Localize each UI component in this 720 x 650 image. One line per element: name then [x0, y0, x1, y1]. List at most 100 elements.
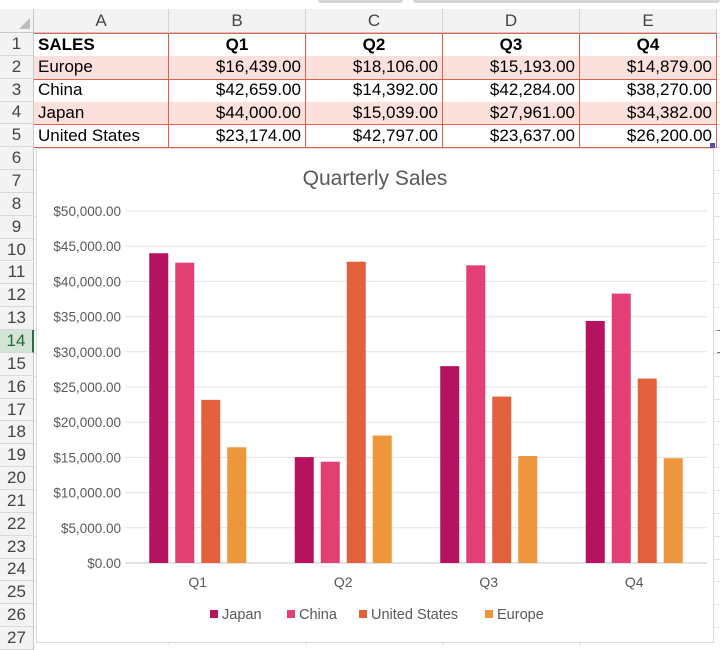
- row-header-3[interactable]: 3: [0, 78, 34, 102]
- chart-title: Quarterly Sales: [303, 167, 448, 190]
- bar-japan-q4[interactable]: [585, 320, 605, 563]
- bar-china-q2[interactable]: [320, 461, 340, 563]
- sales-value-cell[interactable]: $42,284.00: [443, 78, 580, 103]
- y-tick-label: $5,000.00: [61, 521, 121, 536]
- row-header-5[interactable]: 5: [0, 124, 34, 148]
- sales-value-cell[interactable]: $15,039.00: [306, 101, 443, 126]
- chart-edge-marker: [717, 352, 720, 353]
- region-cell[interactable]: Europe: [34, 55, 169, 80]
- sales-value-cell[interactable]: $23,174.00: [169, 124, 306, 149]
- row-header-14[interactable]: 14: [0, 330, 34, 353]
- bar-china-q3[interactable]: [466, 265, 486, 563]
- y-tick-label: $30,000.00: [53, 345, 121, 360]
- row-header-1[interactable]: 1: [0, 33, 34, 56]
- region-cell[interactable]: United States: [34, 124, 169, 149]
- legend-label-united-states: United States: [371, 607, 458, 623]
- legend-label-europe: Europe: [497, 607, 544, 623]
- y-tick-label: $50,000.00: [53, 204, 121, 219]
- bar-europe-q3[interactable]: [518, 456, 538, 563]
- sales-value-cell[interactable]: $38,270.00: [580, 78, 717, 103]
- y-tick-label: $10,000.00: [53, 486, 121, 501]
- row-header-6[interactable]: 6: [0, 147, 34, 171]
- row-header-2[interactable]: 2: [0, 55, 34, 79]
- row-header-25[interactable]: 25: [0, 581, 34, 605]
- column-header-a[interactable]: A: [34, 9, 169, 33]
- select-all-triangle-icon: [19, 18, 30, 29]
- row-header-15[interactable]: 15: [0, 352, 34, 376]
- bar-japan-q1[interactable]: [149, 253, 169, 563]
- row-header-8[interactable]: 8: [0, 192, 34, 216]
- sales-value-cell[interactable]: $44,000.00: [169, 101, 306, 126]
- row-header-22[interactable]: 22: [0, 512, 34, 536]
- window-tab-shadow: [413, 0, 720, 3]
- select-all-corner[interactable]: [0, 9, 34, 33]
- row-header-10[interactable]: 10: [0, 238, 34, 262]
- quarterly-sales-chart[interactable]: Quarterly Sales $0.00 $5,000.00 $10,000.00 $…: [36, 148, 714, 643]
- x-tick-label: Q4: [625, 574, 644, 590]
- bar-united-states-q2[interactable]: [346, 261, 366, 563]
- table-header-cell[interactable]: Q1: [169, 33, 306, 57]
- table-header-cell[interactable]: Q4: [580, 33, 717, 57]
- column-header-c[interactable]: C: [306, 9, 443, 33]
- legend-label-japan: Japan: [222, 607, 262, 623]
- sales-value-cell[interactable]: $34,382.00: [580, 101, 717, 126]
- row-header-16[interactable]: 16: [0, 375, 34, 399]
- row-header-20[interactable]: 20: [0, 467, 34, 490]
- row-header-4[interactable]: 4: [0, 101, 34, 125]
- row-header-18[interactable]: 18: [0, 421, 34, 445]
- sales-value-cell[interactable]: $23,637.00: [443, 124, 580, 149]
- sales-value-cell[interactable]: $15,193.00: [443, 55, 580, 80]
- column-header-e[interactable]: E: [580, 9, 717, 33]
- row-header-11[interactable]: 11: [0, 261, 34, 285]
- bar-europe-q2[interactable]: [372, 435, 392, 563]
- sales-value-cell[interactable]: $42,797.00: [306, 124, 443, 149]
- sales-value-cell[interactable]: $26,200.00: [580, 124, 717, 149]
- row-header-23[interactable]: 23: [0, 535, 34, 559]
- row-header-24[interactable]: 24: [0, 558, 34, 582]
- bar-china-q4[interactable]: [611, 293, 631, 563]
- legend-swatch-united-states: [359, 610, 367, 618]
- sales-value-cell[interactable]: $27,961.00: [443, 101, 580, 126]
- bar-japan-q2[interactable]: [294, 457, 314, 563]
- y-tick-label: $15,000.00: [53, 450, 121, 465]
- row-header-21[interactable]: 21: [0, 490, 34, 513]
- row-header-19[interactable]: 19: [0, 444, 34, 468]
- chart-plot: Quarterly Sales $0.00 $5,000.00 $10,000.00 $…: [53, 167, 707, 623]
- column-header-b[interactable]: B: [169, 9, 306, 33]
- x-tick-label: Q1: [188, 574, 207, 590]
- row-header-12[interactable]: 12: [0, 284, 34, 308]
- sales-value-cell[interactable]: $16,439.00: [169, 55, 306, 80]
- bar-united-states-q1[interactable]: [201, 399, 221, 563]
- sales-value-cell[interactable]: $14,879.00: [580, 55, 717, 80]
- chart-edge-marker: [717, 330, 720, 331]
- x-tick-label: Q3: [479, 574, 498, 590]
- sales-value-cell[interactable]: $14,392.00: [306, 78, 443, 103]
- bar-united-states-q3[interactable]: [492, 396, 512, 563]
- sales-value-cell[interactable]: $18,106.00: [306, 55, 443, 80]
- row-header-17[interactable]: 17: [0, 398, 34, 422]
- row-header-13[interactable]: 13: [0, 307, 34, 331]
- table-header-cell[interactable]: Q3: [443, 33, 580, 57]
- row-header-26[interactable]: 26: [0, 604, 34, 628]
- region-cell[interactable]: China: [34, 78, 169, 103]
- region-cell[interactable]: Japan: [34, 101, 169, 126]
- column-header-d[interactable]: D: [443, 9, 580, 33]
- row-header-7[interactable]: 7: [0, 170, 34, 193]
- y-tick-label: $40,000.00: [53, 274, 121, 289]
- sales-value-cell[interactable]: $42,659.00: [169, 78, 306, 103]
- window-tab-shadow: [318, 0, 403, 3]
- bar-europe-q4[interactable]: [663, 458, 683, 563]
- table-header-cell[interactable]: Q2: [306, 33, 443, 57]
- bar-china-q1[interactable]: [175, 262, 195, 563]
- row-header-27[interactable]: 27: [0, 627, 34, 650]
- chart-resize-handle[interactable]: [710, 143, 715, 148]
- y-tick-label: $25,000.00: [53, 380, 121, 395]
- row-header-9[interactable]: 9: [0, 215, 34, 239]
- bar-united-states-q4[interactable]: [637, 378, 657, 563]
- legend-label-china: China: [299, 607, 338, 623]
- table-header-cell[interactable]: SALES: [34, 33, 169, 57]
- legend-swatch-europe: [485, 610, 493, 618]
- bar-europe-q1[interactable]: [227, 447, 247, 563]
- bar-japan-q3[interactable]: [440, 366, 460, 563]
